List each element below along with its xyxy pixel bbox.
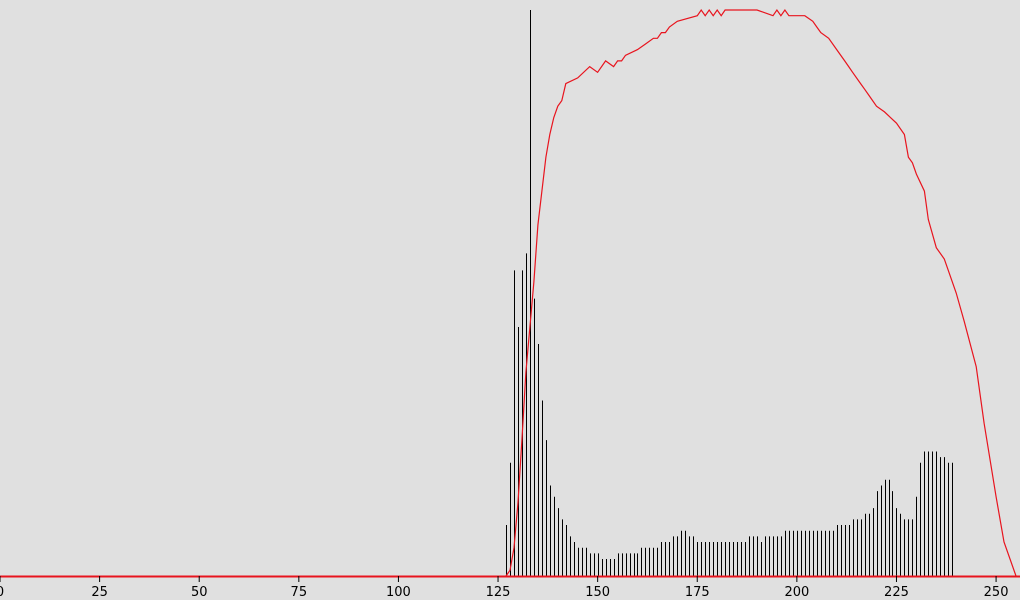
cumulative-curve-layer — [0, 8, 1020, 578]
x-tick-label: 100 — [386, 585, 411, 600]
x-tick-label: 50 — [191, 585, 208, 600]
x-tick-label: 75 — [291, 585, 308, 600]
x-tick-label: 25 — [91, 585, 108, 600]
x-tick-label: 125 — [486, 585, 511, 600]
cumulative-curve — [505, 8, 1017, 577]
x-tick-label: 200 — [784, 585, 809, 600]
x-axis: 0 25 50 75 100 125 150 175 200 225 250 — [0, 576, 1008, 600]
x-tick-label: 150 — [585, 585, 610, 600]
x-tick-label: 175 — [685, 585, 710, 600]
x-tick-label: 250 — [984, 585, 1009, 600]
x-tick-label: 0 — [0, 585, 4, 600]
x-tick-label: 225 — [884, 585, 909, 600]
histogram-bars — [506, 10, 953, 576]
